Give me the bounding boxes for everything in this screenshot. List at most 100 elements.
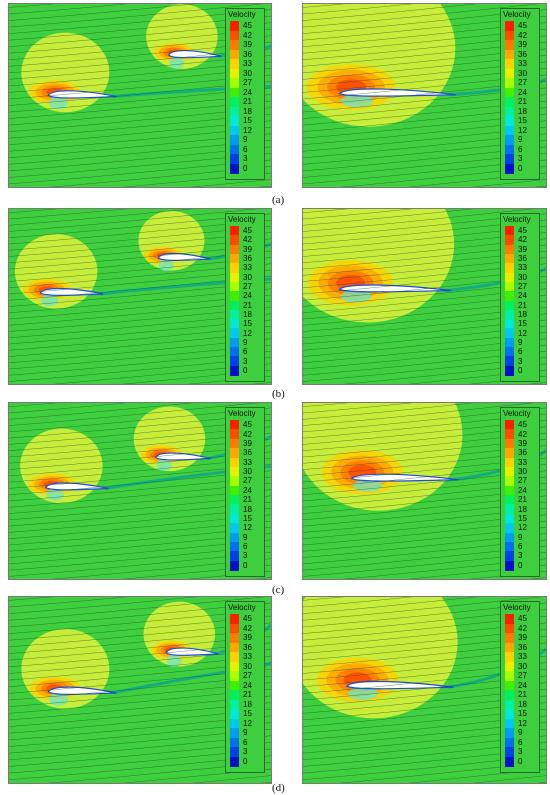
legend-swatch (505, 642, 514, 653)
legend-level-label: 9 (518, 532, 523, 542)
legend-level-label: 12 (518, 125, 527, 135)
legend-level-label: 21 (518, 495, 527, 505)
legend-swatch (230, 504, 239, 515)
legend-swatch (230, 356, 239, 367)
legend-level-label: 15 (243, 116, 252, 126)
legend-title: Velocity (503, 603, 531, 612)
legend-swatch (230, 466, 239, 477)
legend-swatch (230, 495, 239, 505)
legend-swatch (230, 106, 239, 117)
legend-swatch (230, 97, 239, 107)
legend-level-label: 42 (518, 623, 527, 633)
legend-level-label: 18 (243, 699, 252, 709)
legend-level-label: 6 (518, 737, 523, 747)
legend-level-label: 30 (243, 467, 252, 477)
legend-level-label: 36 (518, 254, 527, 264)
legend-level-label: 18 (243, 504, 252, 514)
velocity-contour-panel: Velocity 45 42 39 36 33 30 27 24 21 18 15 12 9 6 3 0 (302, 208, 547, 385)
legend-swatch (230, 551, 239, 562)
legend-swatch (230, 347, 239, 357)
legend-level-label: 45 (518, 614, 527, 624)
legend-level-label: 27 (518, 671, 527, 681)
legend-swatch (505, 690, 514, 700)
legend-swatch (230, 21, 239, 31)
legend-title: Velocity (228, 10, 256, 19)
legend-level-label: 9 (243, 135, 248, 145)
legend-level-label: 39 (243, 40, 252, 50)
legend-level-label: 12 (243, 718, 252, 728)
subfigure-caption: (a) (272, 194, 285, 206)
legend-level-label: 0 (518, 756, 523, 766)
legend-swatch (505, 466, 514, 477)
legend-title: Velocity (228, 603, 256, 612)
legend-swatch (230, 309, 239, 320)
legend-swatch (505, 614, 514, 624)
legend-swatch (230, 144, 239, 155)
velocity-contour-panel: Velocity 45 42 39 36 33 30 27 24 21 18 15 12 9 6 3 0 (8, 208, 272, 385)
legend-swatch (230, 718, 239, 729)
airfoil (165, 647, 219, 656)
legend-level-label: 18 (518, 309, 527, 319)
legend-level-label: 27 (518, 476, 527, 486)
legend-swatch (505, 680, 514, 691)
legend-swatch (230, 226, 239, 236)
legend-level-label: 3 (243, 356, 248, 366)
legend-swatch (505, 671, 514, 681)
legend-level-label: 0 (518, 365, 523, 375)
legend-swatch (505, 551, 514, 562)
legend-swatch (505, 448, 514, 458)
legend-level-label: 45 (243, 420, 252, 430)
legend-swatch (230, 420, 239, 430)
velocity-legend: Velocity 45 42 39 36 33 30 27 24 21 18 15 12 9 6 3 0 (500, 407, 540, 577)
legend-swatch (505, 154, 514, 164)
velocity-legend: Velocity 45 42 39 36 33 30 27 24 21 18 15 12 9 6 3 0 (225, 601, 265, 773)
legend-level-label: 6 (243, 542, 248, 552)
legend-level-label: 42 (518, 235, 527, 245)
legend-level-label: 45 (518, 226, 527, 236)
legend-level-label: 21 (243, 97, 252, 107)
legend-level-label: 0 (243, 163, 248, 173)
legend-level-label: 33 (518, 59, 527, 69)
legend-level-label: 21 (518, 97, 527, 107)
legend-level-label: 39 (518, 438, 527, 448)
legend-level-label: 30 (518, 467, 527, 477)
legend-swatch (505, 699, 514, 710)
legend-level-label: 24 (518, 291, 527, 301)
legend-swatch (505, 504, 514, 515)
legend-swatch (505, 59, 514, 69)
velocity-contour-panel: Velocity 45 42 39 36 33 30 27 24 21 18 15 12 9 6 3 0 (8, 402, 272, 580)
legend-swatch (505, 438, 514, 449)
legend-swatch (230, 30, 239, 41)
legend-level-label: 3 (243, 551, 248, 561)
airfoil (47, 90, 117, 99)
legend-level-label: 39 (243, 633, 252, 643)
legend-swatch (230, 623, 239, 634)
legend-level-label: 42 (243, 235, 252, 245)
legend-level-label: 36 (518, 642, 527, 652)
legend-level-label: 21 (243, 300, 252, 310)
legend-level-label: 39 (518, 244, 527, 254)
legend-swatch (505, 106, 514, 117)
legend-swatch (230, 263, 239, 274)
legend-level-label: 45 (243, 614, 252, 624)
legend-swatch (230, 661, 239, 672)
legend-level-label: 3 (518, 356, 523, 366)
legend-level-label: 42 (518, 429, 527, 439)
legend-level-label: 45 (243, 226, 252, 236)
legend-swatch (230, 633, 239, 643)
legend-swatch (230, 642, 239, 653)
legend-level-label: 9 (518, 337, 523, 347)
legend-swatch (505, 226, 514, 236)
legend-swatch (505, 300, 514, 311)
legend-swatch (505, 429, 514, 440)
legend-level-label: 36 (243, 49, 252, 59)
legend-title: Velocity (503, 215, 531, 224)
legend-level-label: 33 (518, 652, 527, 662)
legend-swatch (505, 356, 514, 367)
legend-level-label: 30 (518, 661, 527, 671)
legend-swatch (505, 21, 514, 31)
legend-level-label: 12 (243, 328, 252, 338)
legend-swatch (505, 420, 514, 430)
legend-title: Velocity (228, 215, 256, 224)
legend-level-label: 27 (518, 282, 527, 292)
